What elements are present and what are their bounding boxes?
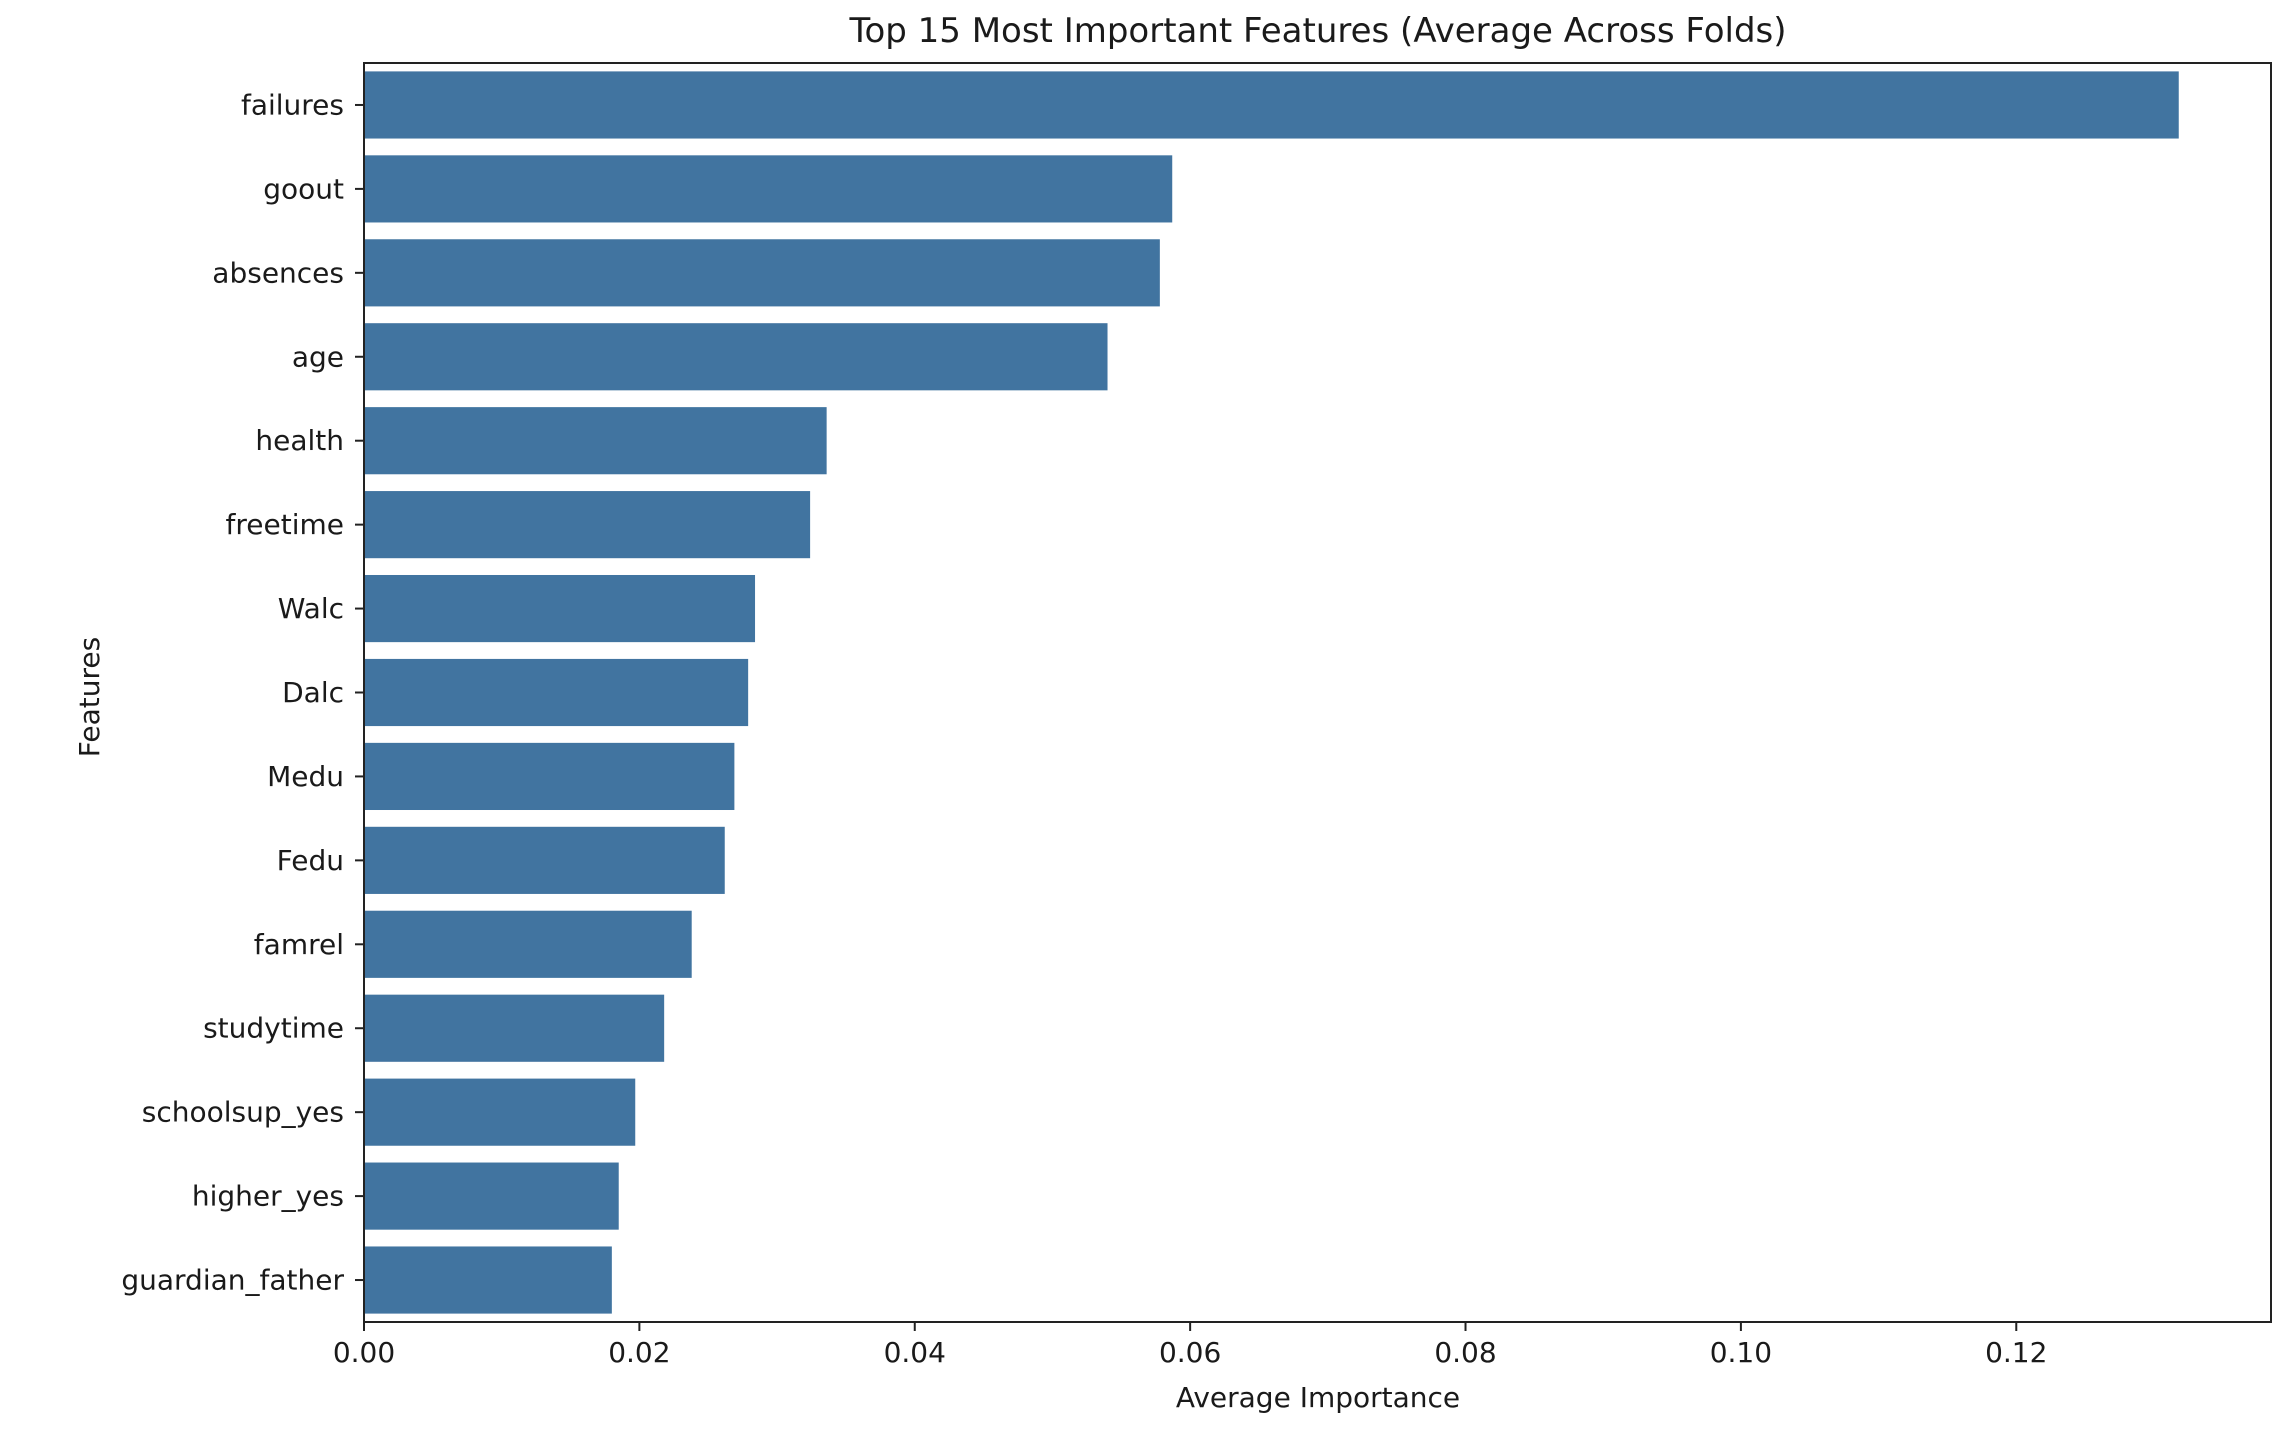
y-tick-label: absences <box>212 256 344 289</box>
y-tick-label: studytime <box>203 1012 344 1045</box>
x-tick-label: 0.10 <box>1710 1336 1772 1369</box>
y-axis: failures goout absences age health freetime Wa… <box>121 88 364 1297</box>
y-tick-label: freetime <box>226 508 344 541</box>
x-axis-title: Average Importance <box>1176 1381 1460 1414</box>
bar-health <box>364 407 827 475</box>
y-tick-label: failures <box>241 88 344 121</box>
bar-age <box>364 323 1108 391</box>
y-tick-label: schoolsup_yes <box>142 1096 344 1129</box>
bar-schoolsup-yes <box>364 1078 636 1146</box>
y-tick-label: famrel <box>254 928 344 961</box>
bar-failures <box>364 71 2179 139</box>
x-tick-label: 0.02 <box>608 1336 670 1369</box>
x-axis: 0.00 0.02 0.04 0.06 0.08 0.10 0.12 <box>333 1322 2047 1369</box>
bar-freetime <box>364 491 811 559</box>
plot-frame <box>363 62 2272 1323</box>
x-tick-label: 0.00 <box>333 1336 395 1369</box>
y-tick-label: Walc <box>278 592 344 625</box>
y-tick-label: Fedu <box>277 844 344 877</box>
y-tick-label: Dalc <box>282 676 344 709</box>
y-tick-label: guardian_father <box>121 1264 344 1297</box>
y-tick-label: health <box>255 424 344 457</box>
chart-title: Top 15 Most Important Features (Average … <box>848 11 1786 51</box>
bar-walc <box>364 574 756 643</box>
y-tick-label: higher_yes <box>192 1180 344 1213</box>
bar-famrel <box>364 910 692 978</box>
bar-guardian-father <box>364 1246 612 1314</box>
y-tick-label: age <box>292 340 344 373</box>
y-axis-title: Features <box>73 637 106 757</box>
x-tick-label: 0.12 <box>1985 1336 2047 1369</box>
bar-dalc <box>364 658 749 727</box>
x-tick-label: 0.06 <box>1159 1336 1221 1369</box>
bar-higher-yes <box>364 1162 619 1230</box>
bars-layer <box>364 71 2179 1314</box>
bar-medu <box>364 742 735 811</box>
bar-absences <box>364 239 1160 307</box>
bar-studytime <box>364 994 665 1062</box>
bar-goout <box>364 155 1173 223</box>
y-tick-label: Medu <box>267 760 344 793</box>
x-tick-label: 0.04 <box>884 1336 946 1369</box>
bar-fedu <box>364 826 725 894</box>
y-tick-label: goout <box>263 172 344 205</box>
x-tick-label: 0.08 <box>1434 1336 1496 1369</box>
